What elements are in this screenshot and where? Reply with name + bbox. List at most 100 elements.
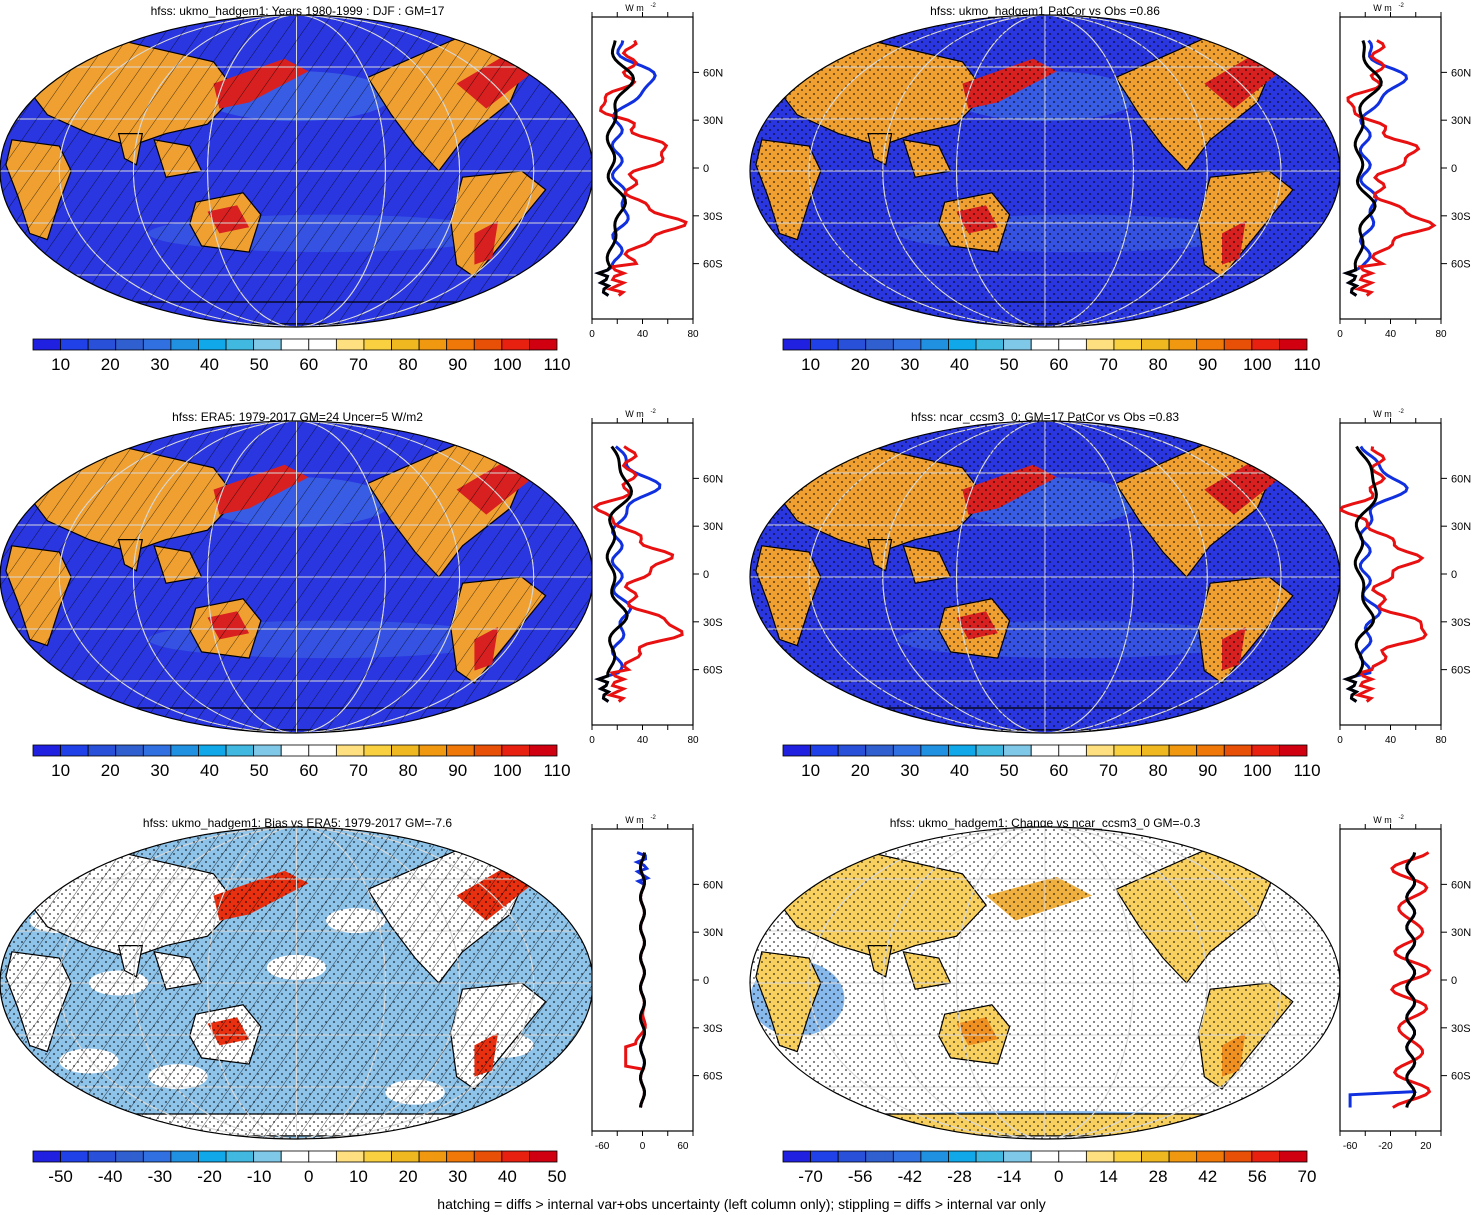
stippling-overlay	[0, 827, 593, 1139]
panel-title: hfss: ukmo_hadgem1: Years 1980-1999 : DJ…	[150, 4, 445, 18]
colorbar-label: 90	[448, 355, 467, 374]
colorbar-label: 30	[448, 1167, 467, 1186]
colorbar: 10 20 30 40 50 60 70 80 90 100 110	[32, 744, 571, 780]
colorbar-swatch	[115, 338, 144, 351]
colorbar-label: 90	[448, 761, 467, 780]
colorbar-swatch	[782, 338, 811, 351]
colorbar-swatch	[32, 744, 61, 757]
colorbar-swatch	[391, 338, 420, 351]
zonal-lat-label: 60N	[703, 67, 723, 79]
colorbar-label: 110	[543, 355, 570, 374]
zonal-line-all	[638, 852, 647, 1108]
zonal-lat-label: 0	[1451, 975, 1457, 987]
zonal-line-all	[1405, 852, 1417, 1108]
colorbar-swatch	[363, 744, 392, 757]
continent-greenland	[1232, 832, 1283, 859]
colorbar-swatch	[473, 338, 503, 351]
colorbar-swatch	[892, 338, 922, 351]
colorbar-label: -42	[898, 1167, 923, 1186]
colorbar: 10 20 30 40 50 60 70 80 90 100 110	[782, 744, 1321, 780]
colorbar-label: 14	[1099, 1167, 1118, 1186]
colorbar-swatch	[1003, 338, 1032, 351]
zonal-xtick-label: -60	[595, 1141, 610, 1152]
colorbar-label: 20	[851, 355, 870, 374]
zonal-lat-label: 60N	[1451, 67, 1471, 79]
colorbar-swatch	[1279, 744, 1308, 757]
colorbar-label: 80	[1149, 761, 1168, 780]
stippling-overlay	[750, 15, 1340, 327]
colorbar-swatch	[60, 338, 89, 351]
zonal-lat-label: 30N	[1451, 521, 1471, 533]
colorbar-swatch	[1223, 338, 1253, 351]
zonal-mean-plot: W m -2 0 40 80 60N 30N 0 30S 60S	[1337, 3, 1471, 340]
colorbar-swatch	[1085, 744, 1115, 757]
colorbar-swatch	[837, 338, 867, 351]
panel-title: hfss: ERA5: 1979-2017 GM=24 Uncer=5 W/m2	[172, 410, 423, 424]
colorbar-label: 100	[1243, 355, 1271, 374]
colorbar-swatch	[142, 1150, 172, 1163]
colorbar-label: 80	[399, 761, 418, 780]
colorbar: 10 20 30 40 50 60 70 80 90 100 110	[32, 338, 571, 374]
colorbar-swatch	[60, 744, 89, 757]
colorbar-label: 30	[900, 761, 919, 780]
colorbar-swatch	[335, 744, 365, 757]
colorbar-label: -28	[947, 1167, 972, 1186]
colorbar-swatch	[32, 338, 61, 351]
colorbar-label: 80	[399, 355, 418, 374]
colorbar-swatch	[1223, 744, 1253, 757]
colorbar-label: 60	[299, 355, 318, 374]
colorbar-label: 40	[498, 1167, 517, 1186]
colorbar-label: 56	[1248, 1167, 1267, 1186]
zonal-mean-plot: W m -2 0 40 80 60N 30N 0 30S 60S	[1337, 409, 1471, 746]
colorbar-swatch	[975, 1150, 1005, 1163]
colorbar-swatch	[87, 338, 117, 351]
zonal-xtick-label: 0	[640, 1141, 646, 1152]
colorbar-label: 0	[1054, 1167, 1063, 1186]
colorbar-label: 80	[1149, 355, 1168, 374]
zonal-line-land	[592, 445, 684, 703]
stippling-overlay	[750, 421, 1340, 733]
colorbar: -70 -56 -42 -28 -14 0 14 28 42 56 70	[782, 1150, 1316, 1186]
zonal-xtick-label: 80	[1435, 329, 1447, 340]
colorbar-swatch	[1251, 338, 1280, 351]
colorbar-swatch	[253, 744, 282, 757]
colorbar-swatch	[529, 744, 558, 757]
zonal-xtick-label: 80	[687, 735, 699, 746]
colorbar-swatch	[1251, 1150, 1280, 1163]
colorbar-label: 110	[543, 761, 570, 780]
colorbar-swatch	[1030, 338, 1060, 351]
colorbar-swatch	[1058, 1150, 1087, 1163]
colorbar-swatch	[1058, 338, 1087, 351]
zonal-unit-label: W m	[1373, 409, 1392, 419]
colorbar-swatch	[280, 744, 310, 757]
colorbar-label: -30	[148, 1167, 173, 1186]
colorbar-label: 70	[1099, 761, 1118, 780]
zonal-xtick-label: 40	[637, 329, 649, 340]
zonal-unit-superscript: -2	[1399, 815, 1405, 821]
colorbar-label: -40	[98, 1167, 123, 1186]
zonal-xtick-label: 20	[1420, 1141, 1432, 1152]
map-p6	[749, 826, 1341, 1140]
map-p2	[749, 14, 1341, 328]
colorbar-swatch	[865, 1150, 894, 1163]
colorbar-swatch	[501, 1150, 530, 1163]
zonal-mean-plot: W m -2 0 40 80 60N 30N 0 30S 60S	[589, 3, 723, 340]
colorbar-swatch	[363, 338, 392, 351]
zonal-xtick-label: -20	[1378, 1141, 1393, 1152]
colorbar-swatch	[501, 338, 530, 351]
zonal-line-land	[1346, 39, 1437, 297]
colorbar-swatch	[87, 1150, 117, 1163]
colorbar-swatch	[198, 744, 227, 757]
zonal-unit-superscript: -2	[1399, 409, 1405, 415]
zonal-lat-label: 30S	[1451, 1023, 1471, 1035]
zonal-xtick-label: 0	[589, 735, 595, 746]
colorbar-label: 10	[349, 1167, 368, 1186]
zonal-unit-superscript: -2	[651, 815, 657, 821]
colorbar-swatch	[335, 338, 365, 351]
colorbar-label: 100	[493, 355, 521, 374]
figure-footer-note: hatching = diffs > internal var+obs unce…	[437, 1196, 1046, 1212]
colorbar-label: 20	[101, 761, 120, 780]
zonal-line-ocean	[1342, 39, 1409, 297]
colorbar-swatch	[948, 1150, 977, 1163]
